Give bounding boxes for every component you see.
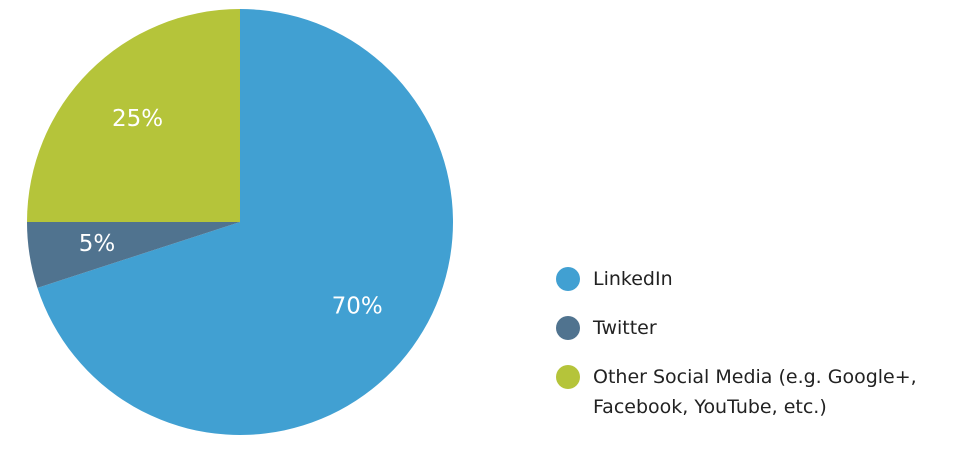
legend-label: LinkedIn	[593, 268, 673, 290]
legend-label: Twitter	[593, 317, 657, 339]
pie-slice	[27, 9, 240, 222]
legend-label: Other Social Media (e.g. Google+, Facebo…	[593, 366, 917, 418]
slice-label: 70%	[332, 294, 383, 320]
pie-slice	[27, 222, 240, 288]
slice-label: 25%	[112, 106, 163, 132]
legend-swatch	[556, 316, 580, 340]
chart: 70% 5% 25%	[27, 9, 453, 435]
legend: LinkedIn Twitter Other Social Media (e.g. …	[556, 264, 946, 441]
legend-item: LinkedIn	[556, 264, 946, 294]
legend-item: Twitter	[556, 313, 946, 343]
legend-item: Other Social Media (e.g. Google+, Facebo…	[556, 362, 946, 422]
slice-label: 5%	[79, 231, 116, 257]
legend-swatch	[556, 267, 580, 291]
pie-slice	[37, 9, 453, 435]
legend-swatch	[556, 365, 580, 389]
